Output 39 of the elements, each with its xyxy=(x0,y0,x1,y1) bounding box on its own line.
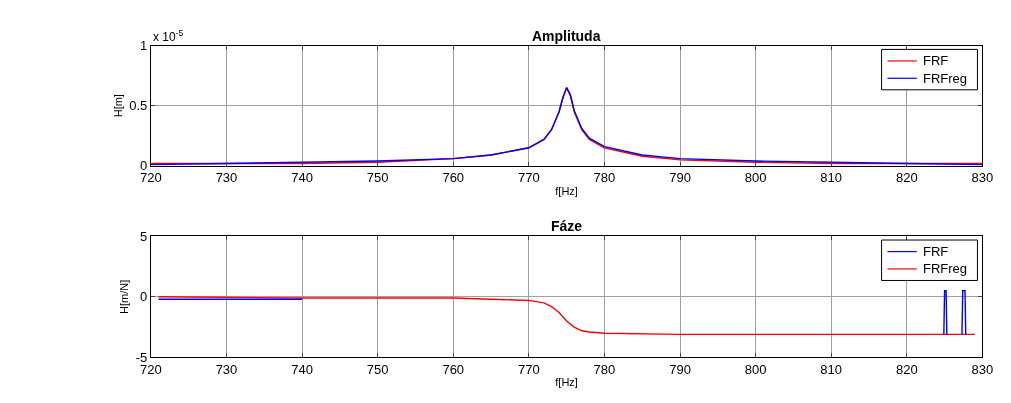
y-axis-title: H[m] xyxy=(111,94,124,118)
x-tick-label: 770 xyxy=(518,170,540,186)
y-tick-label: 5 xyxy=(140,228,148,244)
chart-title: Amplituda xyxy=(532,28,601,44)
x-tick-label: 750 xyxy=(366,170,389,186)
x-tick-label: 800 xyxy=(744,170,767,186)
x-tick-label: 790 xyxy=(669,170,691,186)
x-tick-label: 740 xyxy=(291,362,313,378)
y-tick-label: 0.5 xyxy=(129,98,148,114)
x-tick-label: 820 xyxy=(895,362,918,378)
x-tick-label: 780 xyxy=(593,362,616,378)
legend-label: FRF xyxy=(923,53,949,68)
text: x 10$^{-5}$ xyxy=(153,28,184,45)
x-tick-label: 730 xyxy=(215,170,238,186)
x-tick-label: 820 xyxy=(895,170,918,186)
x-tick-label: 780 xyxy=(593,170,616,186)
x-tick-label: 790 xyxy=(669,362,691,378)
legend-label: FRF xyxy=(923,244,949,259)
x-tick-label: 760 xyxy=(442,170,465,186)
x-tick-label: 770 xyxy=(518,362,540,378)
y-tick-label: 1 xyxy=(140,38,148,54)
x-tick-label: 800 xyxy=(744,362,767,378)
y-tick-label: 0 xyxy=(140,289,148,305)
x-tick-label: 740 xyxy=(291,170,313,186)
y-axis-title: H[m/N] xyxy=(118,279,131,314)
x-tick-label: 760 xyxy=(442,362,465,378)
y-tick-label: -5 xyxy=(135,350,148,365)
legend-label: FRFreg xyxy=(923,261,968,276)
x-tick-label: 830 xyxy=(971,362,994,378)
legend-label: FRFreg xyxy=(923,71,968,86)
chart-title: Fáze xyxy=(551,218,583,234)
x-tick-label: 720 xyxy=(140,362,162,378)
x-tick-label: 750 xyxy=(366,362,389,378)
x-tick-label: 730 xyxy=(215,362,238,378)
x-axis-title: f[Hz] xyxy=(555,376,578,389)
x-axis-title: f[Hz] xyxy=(555,184,578,197)
x-tick-label: 810 xyxy=(820,362,843,378)
x-tick-label: 810 xyxy=(820,170,843,186)
x-tick-label: 830 xyxy=(971,170,994,186)
